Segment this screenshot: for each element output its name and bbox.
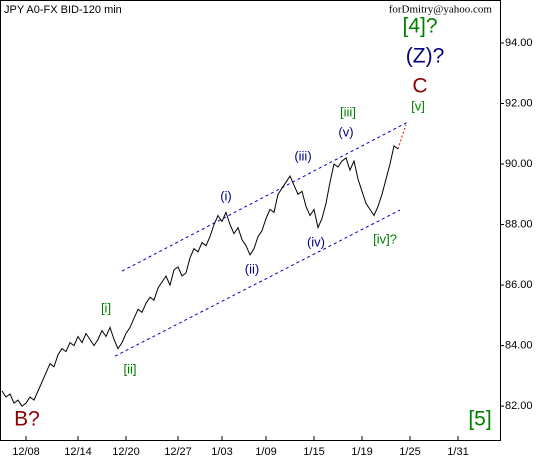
wave-label: [ii]: [124, 362, 137, 377]
x-tick-label: 1/09: [255, 446, 276, 458]
y-tick-label: 94.00: [505, 37, 533, 49]
wave-label: (iv): [307, 234, 325, 249]
x-tick-label: 1/15: [303, 446, 324, 458]
wave-label: C: [412, 74, 427, 97]
wave-label: [4]?: [402, 14, 437, 37]
x-tick-label: 12/14: [64, 446, 92, 458]
y-tick-label: 90.00: [505, 158, 533, 170]
wave-label: [v]: [411, 99, 425, 114]
plot-frame: [0, 0, 501, 441]
wave-label: (iii): [294, 148, 311, 163]
wave-label: [i]: [101, 300, 111, 315]
x-tick-label: 1/19: [351, 446, 372, 458]
y-tick-label: 92.00: [505, 97, 533, 109]
price-line: [1, 145, 399, 407]
wave-label: [5]: [468, 408, 491, 431]
x-tick-label: 1/31: [447, 446, 468, 458]
wave-label: (v): [338, 125, 353, 140]
projection-line: [397, 124, 407, 150]
wave-label: [iii]: [340, 104, 356, 119]
wave-label: [iv]?: [373, 231, 397, 246]
x-tick-label: 1/03: [211, 446, 232, 458]
x-tick-label: 12/20: [112, 446, 140, 458]
chart-title: JPY A0-FX BID-120 min: [4, 4, 122, 16]
y-tick-label: 88.00: [505, 218, 533, 230]
wave-label: (Z)?: [406, 44, 445, 67]
y-tick-label: 84.00: [505, 339, 533, 351]
x-tick-label: 12/27: [164, 446, 192, 458]
wave-label: B?: [14, 408, 40, 431]
y-tick-label: 82.00: [505, 400, 533, 412]
x-tick-label: 1/25: [399, 446, 420, 458]
x-tick-label: 12/08: [12, 446, 40, 458]
watermark: forDmitry@yahoo.com: [389, 4, 493, 16]
y-tick-label: 86.00: [505, 279, 533, 291]
wave-label: (ii): [245, 261, 259, 276]
channel-line: [114, 209, 401, 357]
wave-label: (i): [220, 188, 232, 203]
